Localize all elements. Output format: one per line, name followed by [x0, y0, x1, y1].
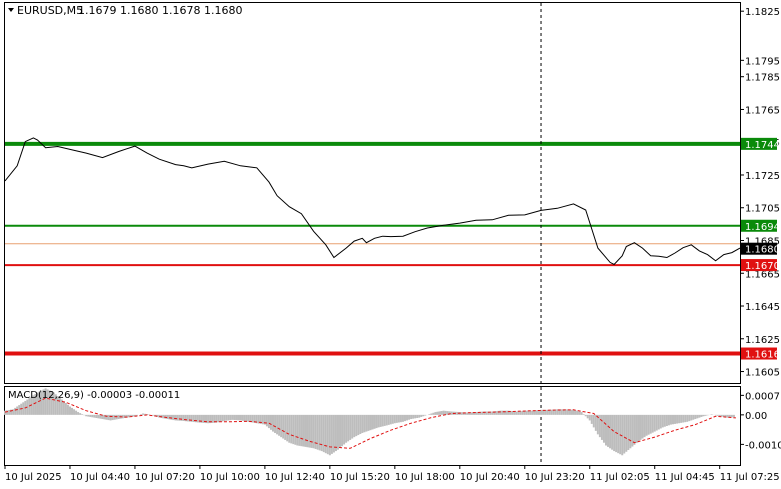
time-tick-label: 11 Jul 04:45 [655, 472, 715, 483]
level-tag-3 [741, 259, 777, 272]
current-price-tag [741, 242, 777, 255]
time-tick-label: 10 Jul 07:20 [135, 472, 195, 483]
macd-tick-label: 0.00 [745, 411, 767, 422]
time-tick-label: 10 Jul 15:20 [330, 472, 390, 483]
price-axis: 1.18251.17951.17851.17651.17451.17251.17… [740, 7, 780, 379]
level-tag-label: 1.1670 [745, 261, 780, 272]
macd-tick-label: 0.0007 [745, 391, 780, 402]
time-tick-label: 10 Jul 12:40 [265, 472, 325, 483]
time-tick-label: 10 Jul 2025 [5, 472, 62, 483]
main-chart-frame [4, 2, 741, 384]
price-tick-label: 1.1645 [745, 302, 780, 313]
time-tick-label: 11 Jul 02:05 [590, 472, 650, 483]
dropdown-triangle-icon[interactable] [8, 8, 14, 12]
symbol-label: EURUSD,M5 [17, 4, 83, 17]
macd-tick-label: -0.00106 [745, 440, 781, 451]
time-tick-label: 10 Jul 10:00 [200, 472, 260, 483]
time-tick-label: 10 Jul 18:00 [395, 472, 455, 483]
price-tick-label: 1.1825 [745, 7, 780, 18]
macd-signal-line [4, 397, 736, 449]
ohlc-label: 1.1679 1.1680 1.1678 1.1680 [78, 4, 242, 17]
price-tick-label: 1.1785 [745, 73, 780, 84]
price-tick-label: 1.1605 [745, 368, 780, 379]
price-tags: 1.1744 1.1694 1.1670 1.1616 1.1680 [741, 137, 780, 361]
level-tag-label: 1.1616 [745, 350, 780, 361]
price-tick-label: 1.1625 [745, 335, 780, 346]
current-price-label: 1.1680 [745, 245, 780, 256]
level-tag-1 [741, 219, 777, 232]
price-tick-label: 1.1685 [745, 237, 780, 248]
price-tick-label: 1.1765 [745, 105, 780, 116]
price-tick-label: 1.1795 [745, 56, 780, 67]
time-tick-label: 10 Jul 20:40 [460, 472, 520, 483]
time-tick-label: 11 Jul 07:25 [720, 472, 780, 483]
time-tick-label: 10 Jul 23:20 [525, 472, 585, 483]
price-tick-label: 1.1705 [745, 204, 780, 215]
level-tag-0 [741, 137, 777, 150]
macd-axis: 0.0007 0.00 -0.00106 [740, 391, 781, 451]
levels-layer [5, 141, 740, 356]
time-axis: 10 Jul 2025 10 Jul 04:40 10 Jul 07:20 10 Ju… [4, 465, 780, 483]
price-tick-label: 1.1665 [745, 269, 780, 280]
level-tag-label: 1.1694 [745, 222, 780, 233]
macd-title: MACD(12,26,9) -0.00003 -0.00011 [8, 390, 180, 401]
price-series-line [4, 137, 741, 266]
level-tag-label: 1.1744 [745, 140, 780, 151]
level-tag-4 [741, 347, 777, 360]
price-tick-label: 1.1725 [745, 171, 780, 182]
time-tick-label: 10 Jul 04:40 [70, 472, 130, 483]
